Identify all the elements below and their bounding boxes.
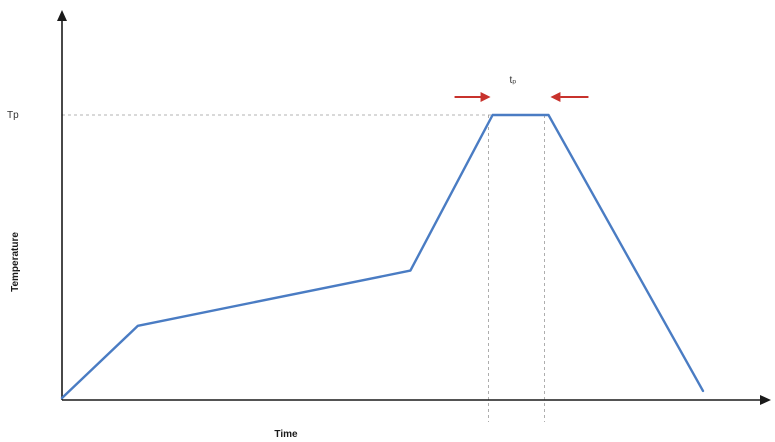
left-arrow-head [480,92,491,102]
x-axis-title: Time [274,429,298,440]
x-axis-arrowhead [760,395,771,405]
y-axis-arrowhead [57,10,67,21]
axes [57,10,771,405]
guide-lines [62,114,545,422]
y-tick-label-tp: Tp [7,110,19,121]
tp-interval-label: tₚ [509,75,516,86]
series-line-0 [60,113,705,400]
y-axis-title: Temperature [10,232,21,292]
interval-arrows [454,92,589,102]
series-group [60,113,705,400]
right-arrow-head [550,92,561,102]
